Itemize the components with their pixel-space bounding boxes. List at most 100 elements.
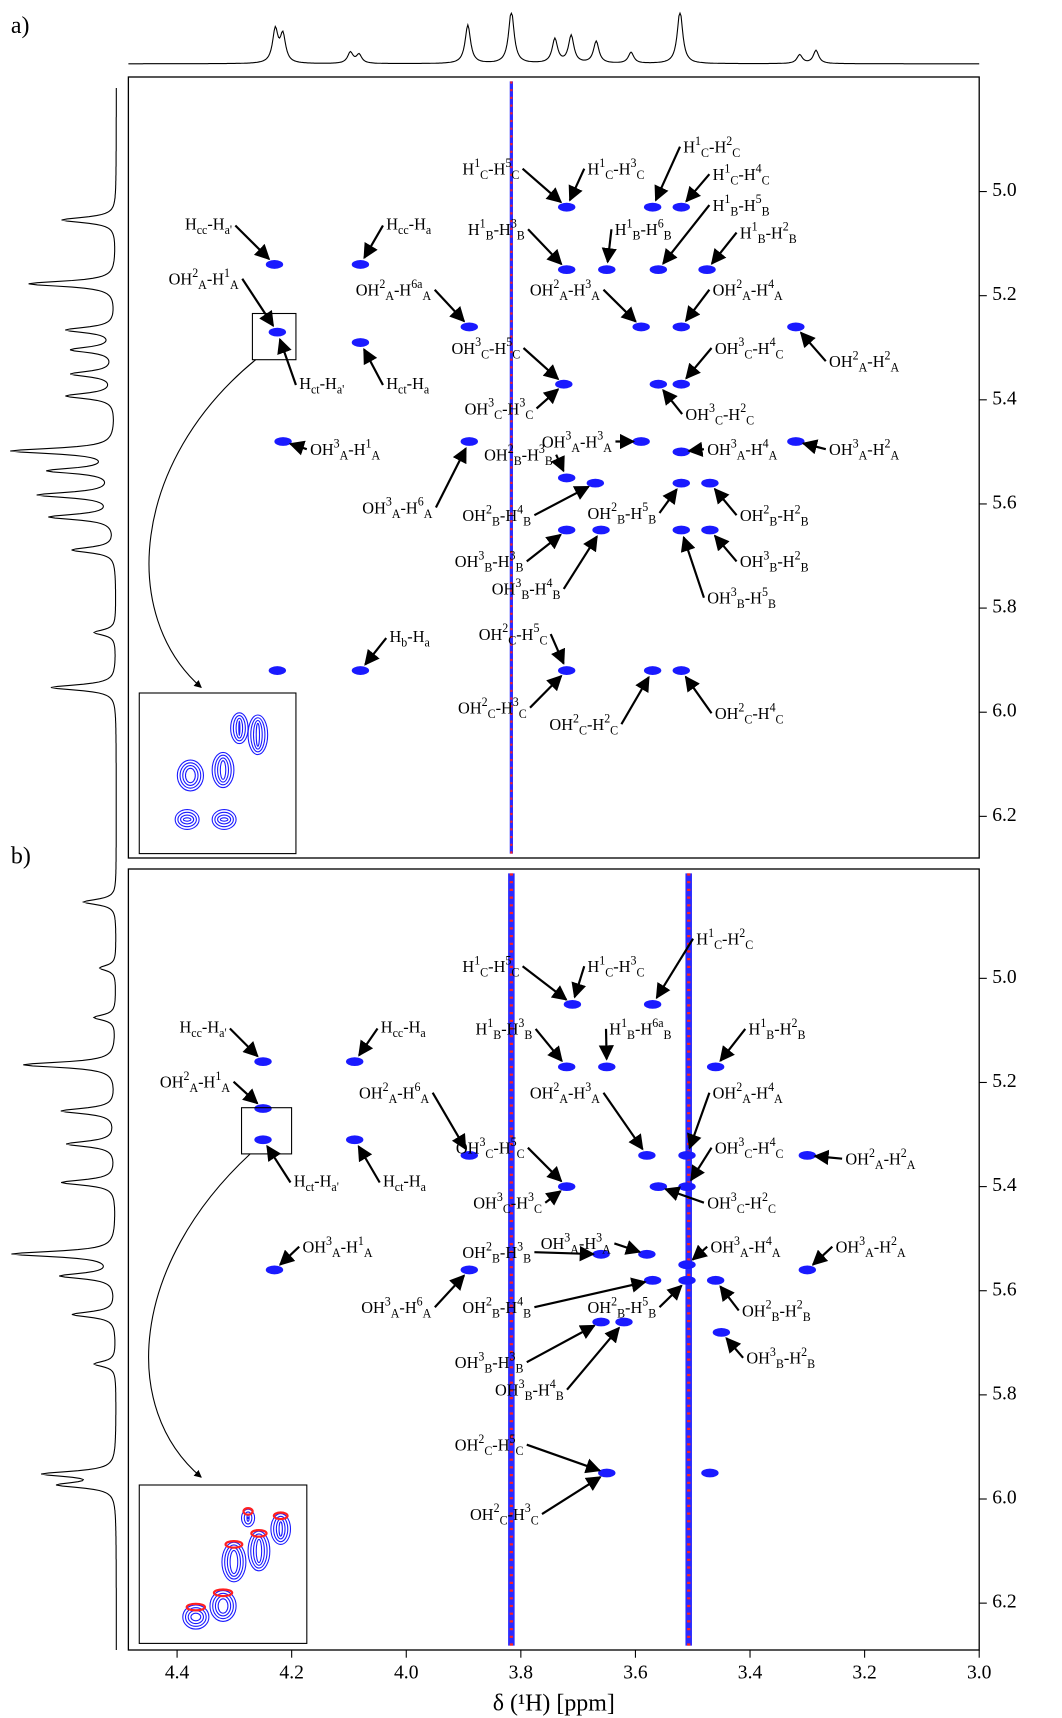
y-tick-label: 5.6	[992, 1278, 1017, 1300]
peak-label: OH2B-H4B	[462, 502, 531, 528]
inset-contour	[182, 817, 192, 822]
cross-peak	[638, 1150, 656, 1160]
label-arrow	[691, 1244, 709, 1261]
peak-label: OH2C-H4C	[715, 700, 784, 726]
peak-label: OH2B-H4B	[462, 1294, 531, 1320]
peak-label: H1B-H6B	[615, 216, 672, 242]
peak-label: OH2A-H6A	[359, 1080, 429, 1106]
label-arrow	[526, 533, 562, 563]
label-arrow	[363, 224, 384, 260]
cross-peak	[345, 1135, 364, 1145]
label-arrow	[719, 1028, 747, 1063]
label-arrow	[229, 1027, 259, 1058]
inset-contour	[255, 1538, 263, 1564]
peak-label: OH3C-H3C	[465, 395, 534, 421]
inset-contour	[250, 1529, 268, 1538]
cross-peak	[351, 260, 370, 269]
inset-contour	[229, 1549, 239, 1575]
label-arrow	[434, 1274, 466, 1308]
peak-label: OH3A-H1A	[310, 436, 380, 462]
y-tick-label: 5.6	[992, 491, 1017, 513]
cross-peak	[592, 525, 610, 535]
label-arrow	[534, 1245, 595, 1262]
x-tick-label: 3.4	[738, 1662, 763, 1684]
label-arrow	[713, 487, 738, 516]
inset-contour	[217, 1598, 229, 1614]
label-arrow	[535, 388, 560, 410]
plot-frame	[127, 76, 980, 859]
peak-label: OH3A-H2A	[829, 436, 899, 462]
cross-peak	[798, 1150, 817, 1160]
inset-contour	[214, 811, 234, 828]
peak-label: OH2C-H5C	[479, 621, 548, 647]
peak-label: OH3A-H2A	[836, 1234, 906, 1260]
label-arrow	[266, 1144, 292, 1184]
inset-contour	[176, 759, 205, 792]
label-arrow	[550, 454, 565, 473]
inset-contour	[190, 1612, 202, 1622]
peak-label: Hct-Ha'	[294, 1171, 339, 1194]
peak-label: OH3A-H4A	[710, 1234, 780, 1260]
x-tick-label: 3.6	[623, 1662, 648, 1684]
label-arrow	[658, 1284, 683, 1308]
cross-peak	[557, 1182, 576, 1192]
inset-contour	[180, 814, 195, 825]
cross-peak	[557, 525, 576, 535]
label-arrow	[234, 224, 271, 261]
label-arrow	[521, 167, 563, 204]
cross-peak	[672, 202, 690, 212]
inset-contour	[184, 767, 196, 784]
label-arrow	[620, 675, 650, 725]
label-arrow	[526, 1324, 596, 1364]
peak-label: OH2A-H3A	[530, 277, 600, 303]
cross-peak	[557, 1062, 576, 1072]
inset-contour	[252, 719, 263, 750]
cross-peak	[557, 666, 576, 675]
label-arrow	[358, 1027, 379, 1057]
label-arrow	[521, 965, 568, 1001]
peak-label: H1C-H3C	[588, 953, 645, 979]
label-arrow	[434, 446, 467, 509]
label-arrow	[662, 388, 684, 415]
cross-peak	[672, 478, 690, 488]
plot-frame	[127, 868, 980, 1651]
cross-peak	[460, 1265, 478, 1275]
label-arrow	[685, 173, 711, 203]
peak-label: OH2A-H2A	[845, 1146, 915, 1172]
cross-peak	[598, 1062, 616, 1072]
inset-contour	[273, 1515, 289, 1543]
peak-label: OH3A-H6A	[362, 494, 432, 520]
cross-peak	[460, 437, 478, 446]
cross-peak	[706, 1275, 725, 1285]
inset-contour	[235, 717, 244, 739]
inset-contour	[217, 757, 230, 783]
inset-contour	[219, 760, 227, 780]
x-tick-label: 4.2	[279, 1662, 303, 1684]
peak-label: OH2B-H3B	[462, 1239, 531, 1265]
label-arrow	[710, 231, 738, 265]
label-arrow	[811, 1245, 834, 1266]
label-arrow	[801, 439, 827, 455]
cross-peak	[678, 1182, 696, 1192]
peak-label: OH3B-H2B	[740, 548, 809, 574]
peak-label: OH3C-H4C	[715, 1135, 784, 1161]
label-arrow	[719, 1285, 740, 1312]
label-arrow	[364, 637, 388, 666]
label-arrow	[655, 938, 694, 1000]
label-arrow	[288, 440, 308, 456]
label-arrow	[684, 289, 711, 323]
inset-contour	[185, 1602, 207, 1612]
label-arrow	[571, 965, 587, 999]
label-arrow	[687, 1092, 711, 1150]
inset-contour	[212, 1588, 234, 1598]
cross-peak	[712, 1327, 731, 1337]
peak-label: OH2B-H3B	[484, 442, 553, 468]
figure-body: a) 5.0 5.2 5.4 5.6 5.8 6.0 6.2 δ (¹H) [ppm] Hcc-H…	[10, 11, 1017, 1717]
peak-label: OH2B-H2B	[742, 1297, 811, 1323]
label-arrow	[527, 228, 563, 266]
label-arrow	[602, 288, 637, 323]
peak-label: OH3A-H1A	[302, 1234, 372, 1260]
label-arrow	[799, 331, 827, 362]
inset-contour	[224, 1540, 244, 1549]
cross-peak	[268, 327, 287, 337]
